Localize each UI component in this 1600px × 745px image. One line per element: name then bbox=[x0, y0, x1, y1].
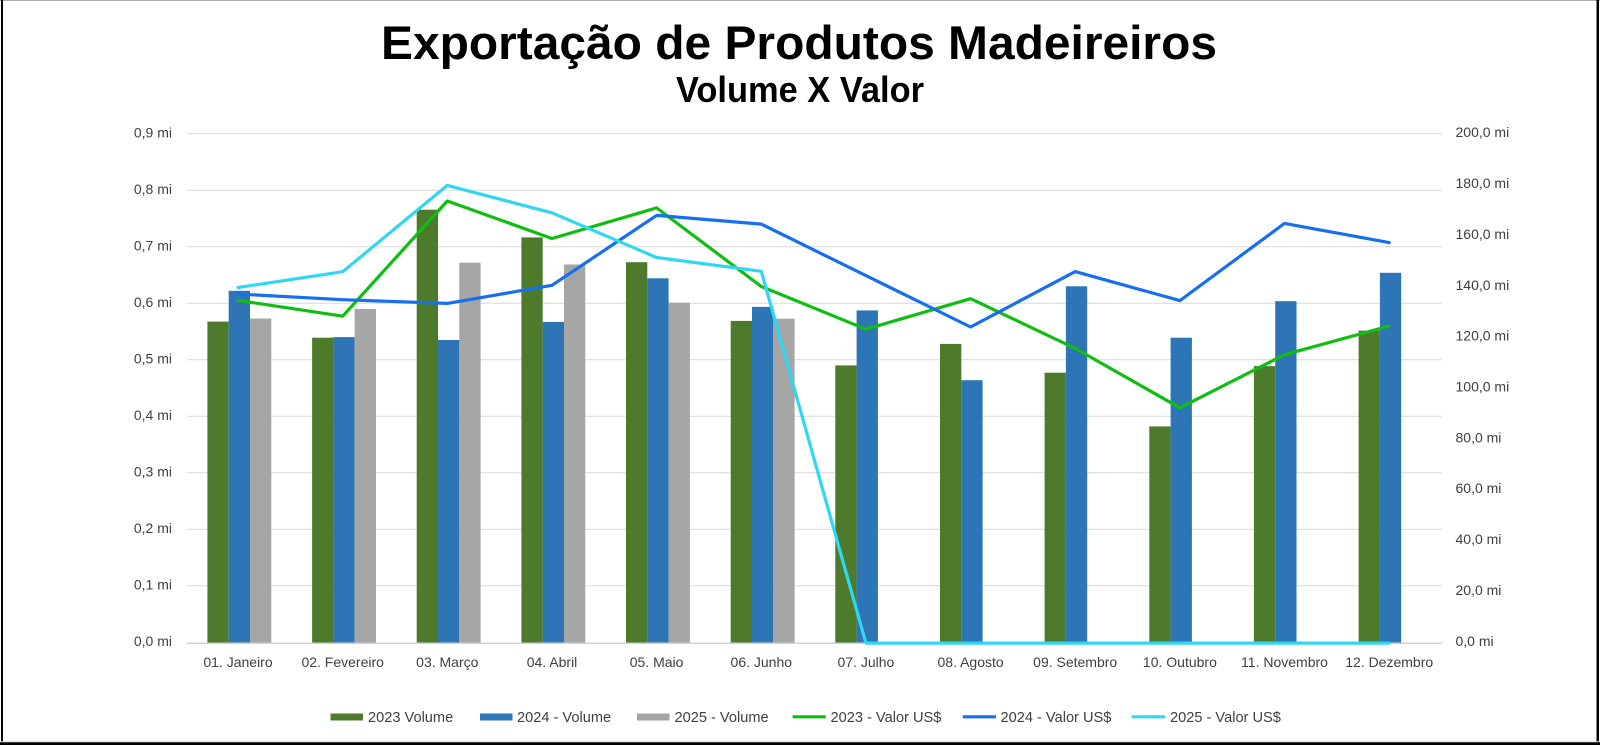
svg-text:20,0 mi: 20,0 mi bbox=[1456, 582, 1502, 598]
svg-text:06. Junho: 06. Junho bbox=[731, 654, 793, 670]
svg-text:12. Dezembro: 12. Dezembro bbox=[1345, 654, 1433, 670]
svg-text:0,5 mi: 0,5 mi bbox=[134, 351, 172, 367]
svg-text:100,0 mi: 100,0 mi bbox=[1456, 379, 1510, 395]
svg-text:01. Janeiro: 01. Janeiro bbox=[203, 654, 272, 670]
svg-text:11. Novembro: 11. Novembro bbox=[1241, 654, 1328, 670]
svg-text:02. Fevereiro: 02. Fevereiro bbox=[301, 654, 384, 670]
svg-text:Exportação de Produtos Madeire: Exportação de Produtos Madeireiros bbox=[381, 17, 1217, 70]
svg-text:160,0 mi: 160,0 mi bbox=[1456, 226, 1510, 242]
svg-text:08. Agosto: 08. Agosto bbox=[938, 654, 1004, 670]
svg-text:40,0 mi: 40,0 mi bbox=[1456, 531, 1502, 547]
svg-text:180,0 mi: 180,0 mi bbox=[1456, 175, 1510, 191]
svg-text:03. Março: 03. Março bbox=[416, 654, 478, 670]
svg-text:10. Outubro: 10. Outubro bbox=[1143, 654, 1217, 670]
svg-text:0,2 mi: 0,2 mi bbox=[134, 520, 172, 536]
svg-text:2023 Volume: 2023 Volume bbox=[368, 710, 453, 726]
svg-text:0,1 mi: 0,1 mi bbox=[134, 577, 172, 593]
svg-text:120,0 mi: 120,0 mi bbox=[1456, 328, 1510, 344]
svg-text:0,0 mi: 0,0 mi bbox=[1456, 633, 1494, 649]
svg-text:200,0 mi: 200,0 mi bbox=[1456, 124, 1510, 140]
svg-text:0,0 mi: 0,0 mi bbox=[134, 633, 172, 649]
svg-text:0,8 mi: 0,8 mi bbox=[134, 181, 172, 197]
svg-text:80,0 mi: 80,0 mi bbox=[1456, 429, 1502, 445]
svg-text:0,9 mi: 0,9 mi bbox=[134, 125, 172, 141]
svg-text:05. Maio: 05. Maio bbox=[630, 654, 684, 670]
svg-text:2024 - Valor US$: 2024 - Valor US$ bbox=[1001, 710, 1112, 726]
svg-text:2024 - Volume: 2024 - Volume bbox=[517, 710, 611, 726]
svg-text:2025 - Volume: 2025 - Volume bbox=[675, 710, 769, 726]
svg-text:2023 - Valor US$: 2023 - Valor US$ bbox=[831, 710, 942, 726]
svg-text:0,4 mi: 0,4 mi bbox=[134, 407, 172, 423]
svg-text:2025 - Valor US$: 2025 - Valor US$ bbox=[1170, 710, 1281, 726]
svg-text:0,7 mi: 0,7 mi bbox=[134, 238, 172, 254]
svg-text:140,0 mi: 140,0 mi bbox=[1456, 277, 1510, 293]
svg-text:07. Julho: 07. Julho bbox=[837, 654, 894, 670]
svg-text:Volume X Valor: Volume X Valor bbox=[676, 69, 924, 110]
svg-text:60,0 mi: 60,0 mi bbox=[1456, 480, 1502, 496]
svg-text:0,6 mi: 0,6 mi bbox=[134, 294, 172, 310]
svg-text:09. Setembro: 09. Setembro bbox=[1033, 654, 1117, 670]
svg-text:0,3 mi: 0,3 mi bbox=[134, 464, 172, 480]
svg-text:04. Abril: 04. Abril bbox=[527, 654, 578, 670]
